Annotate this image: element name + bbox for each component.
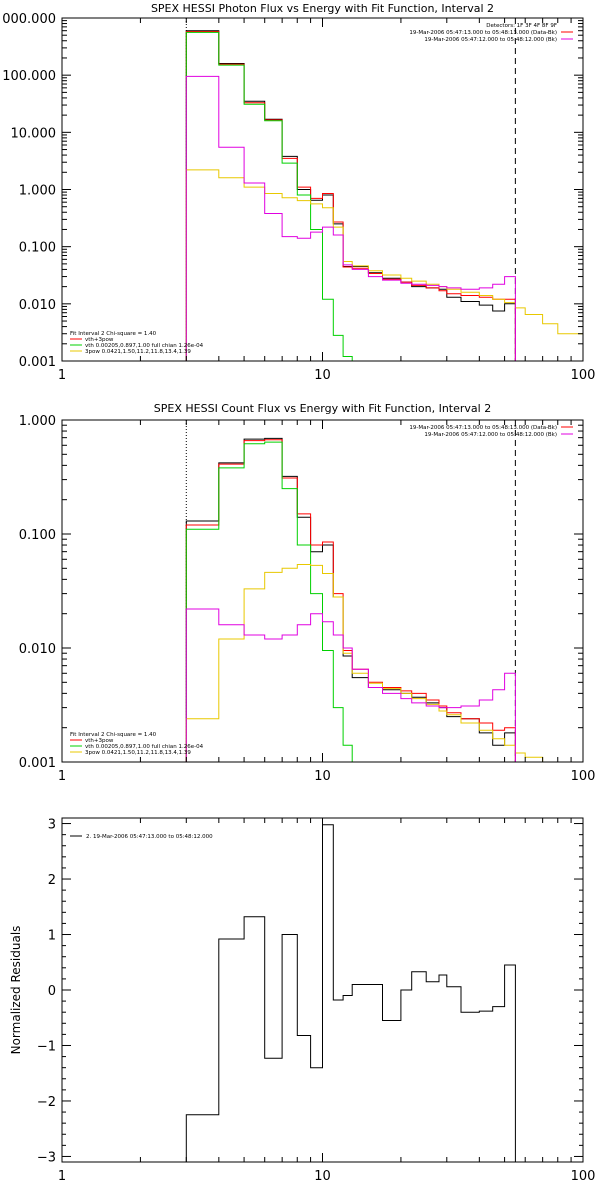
chart-title: SPEX HESSI Count Flux vs Energy with Fit…	[154, 402, 491, 415]
y-tick-label: 1.000	[19, 184, 56, 199]
series-line-4	[185, 608, 516, 762]
y-tick-label: 0.100	[19, 241, 56, 256]
panel-1: SPEX HESSI Count Flux vs Energy with Fit…	[19, 402, 596, 784]
y-tick-label: 0.001	[19, 355, 56, 370]
legend-entry: 2. 19-Mar-2006 05:47:13.000 to 05:48:12.…	[86, 834, 213, 840]
y-tick-label: 3	[48, 818, 56, 833]
legend-entry: Detectors: 1F 3F 4F 8F 9F	[486, 23, 557, 29]
legend-entry: vth+3pow	[85, 337, 114, 343]
x-tick-label: 1	[58, 368, 66, 383]
x-tick-label: 100	[571, 769, 596, 784]
y-tick-label: 0.010	[19, 298, 56, 313]
legend-entry: 19-Mar-2006 05:47:13.000 to 05:48:13.000…	[409, 425, 557, 431]
series-line-2	[185, 441, 369, 762]
chart-title: SPEX HESSI Photon Flux vs Energy with Fi…	[151, 2, 494, 15]
series-group	[185, 824, 516, 1162]
series-line-0	[185, 30, 516, 361]
x-tick-label: 10	[314, 769, 331, 784]
series-line-2	[185, 31, 369, 361]
series-line-3	[185, 169, 583, 361]
y-tick-label: 0.010	[19, 642, 56, 657]
y-tick-label: 1	[48, 929, 56, 944]
y-tick-label: 1.000	[19, 414, 56, 429]
legend-entry: vth 0.00205,0.897,1.00 full chian 1.26e-…	[85, 343, 204, 349]
y-axis-label: Normalized Residuals	[9, 926, 23, 1055]
legend-entry: 3pow 0.0421,1.50,11.2,11.8,13.4,1.39	[85, 750, 191, 756]
y-tick-label: 100.000	[2, 69, 56, 84]
legend-entry: Fit Interval 2 Chi-square = 1.40	[70, 732, 157, 738]
legend-entry: 19-Mar-2006 05:47:12.000 to 05:48:12.000…	[424, 432, 557, 438]
x-tick-label: 100	[571, 1169, 596, 1184]
y-tick-label: 2	[48, 873, 56, 888]
x-tick-label: 1	[58, 1169, 66, 1184]
legend-entry: Fit Interval 2 Chi-square = 1.40	[70, 331, 157, 337]
series-line-3	[185, 564, 583, 762]
plot-frame	[61, 419, 584, 763]
series-line-1	[185, 31, 516, 361]
x-tick-label: 10	[314, 368, 331, 383]
series-line-4	[185, 75, 516, 361]
y-tick-label: 10.000	[11, 126, 57, 141]
series-line-1	[185, 439, 516, 762]
legend-entry: 19-Mar-2006 05:47:12.000 to 05:48:12.000…	[424, 37, 557, 43]
y-tick-label: −1	[37, 1039, 56, 1054]
legend-entry: vth 0.00205,0.897,1.00 full chian 1.26e-…	[85, 744, 204, 750]
y-tick-label: 0.001	[19, 756, 56, 771]
y-tick-label: −2	[37, 1095, 56, 1110]
y-tick-label: −3	[37, 1150, 56, 1165]
legend-entry: vth+3pow	[85, 738, 114, 744]
x-tick-label: 10	[314, 1169, 331, 1184]
series-line-0	[185, 824, 516, 1162]
series-group	[185, 30, 583, 361]
x-tick-label: 100	[571, 368, 596, 383]
y-tick-label: 000.000	[2, 12, 56, 27]
panel-0: SPEX HESSI Photon Flux vs Energy with Fi…	[2, 2, 595, 383]
series-group	[185, 437, 583, 762]
series-line-0	[185, 437, 516, 762]
legend-entry: 19-Mar-2006 05:47:13.000 to 05:48:13.000…	[409, 30, 557, 36]
legend-entry: 3pow 0.0421,1.50,11.2,11.8,13.4,1.39	[85, 349, 191, 355]
y-tick-label: 0.100	[19, 528, 56, 543]
y-tick-label: 0	[48, 984, 56, 999]
x-tick-label: 1	[58, 769, 66, 784]
